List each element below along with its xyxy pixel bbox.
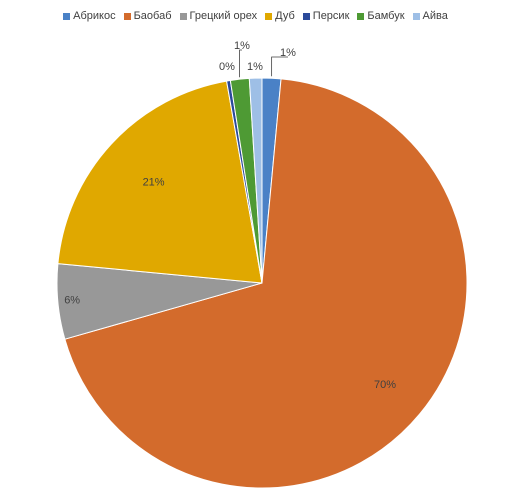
legend-swatch (302, 12, 310, 20)
legend-label: Абрикос (73, 10, 116, 22)
legend-label: Бамбук (367, 10, 405, 22)
legend-swatch (123, 12, 131, 20)
legend-swatch (265, 12, 273, 20)
data-label: 21% (143, 177, 165, 189)
legend-label: Персик (312, 10, 350, 22)
pie-slice-2 (64, 78, 468, 488)
data-label: 6% (64, 294, 80, 306)
chart-legend: Абрикос Баобаб Грецкий орех Дуб Персик Бамбук… (0, 10, 511, 22)
data-label: 0% (219, 61, 235, 73)
legend-swatch (412, 12, 420, 20)
legend-item: Абрикос (63, 10, 116, 22)
legend-label: Айва (422, 10, 448, 22)
label-leader-line (239, 49, 242, 78)
legend-item: Персик (302, 10, 350, 22)
legend-item: Грецкий орех (179, 10, 258, 22)
legend-item: Бамбук (357, 10, 405, 22)
data-label: 1% (280, 47, 296, 59)
legend-label: Дуб (275, 10, 295, 22)
data-label: 1% (234, 40, 250, 52)
pie-slice-4 (57, 80, 263, 284)
legend-item: Баобаб (123, 10, 172, 22)
legend-swatch (357, 12, 365, 20)
legend-item: Айва (412, 10, 448, 22)
pie-slice-7 (248, 77, 263, 284)
legend-swatch (63, 12, 71, 20)
legend-label: Грецкий орех (189, 10, 258, 22)
legend-label: Баобаб (133, 10, 172, 22)
legend-item: Дуб (265, 10, 295, 22)
data-label: 70% (374, 379, 396, 391)
label-leader-line (271, 56, 288, 77)
data-label: 1% (247, 61, 263, 73)
legend-swatch (179, 12, 187, 20)
